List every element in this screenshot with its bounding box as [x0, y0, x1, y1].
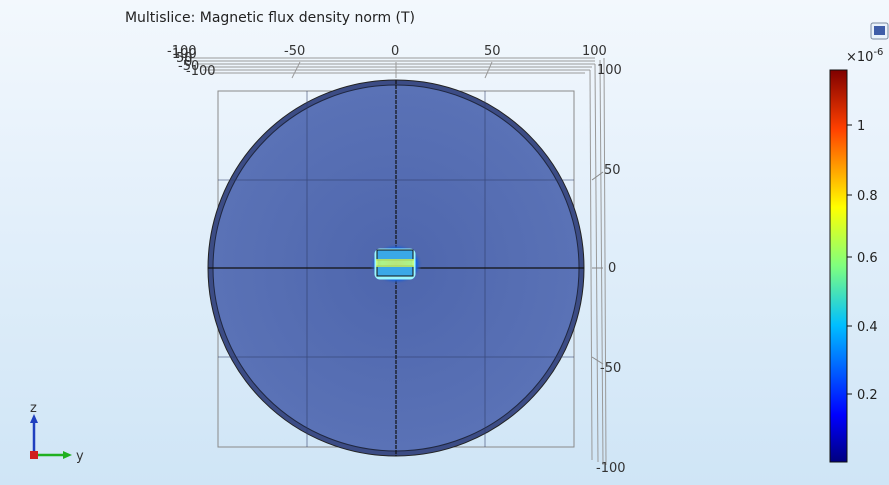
plot-title: Multislice: Magnetic flux density norm (…: [124, 10, 416, 26]
right-tick-label: -50: [600, 361, 621, 376]
window-icon[interactable]: [870, 22, 889, 40]
colorbar-label: 0.8: [857, 189, 878, 204]
colorbar-exponent-power: -6: [873, 47, 883, 58]
depth-tick-label: 100: [172, 47, 197, 62]
colorbar-exponent-base: ×10: [846, 50, 873, 65]
top-tick-label: 0: [391, 44, 399, 59]
top-tick-label: -50: [284, 44, 305, 59]
colorbar-gradient: [829, 69, 848, 463]
triad-z-label: z: [30, 401, 37, 416]
triad-y-label: y: [76, 449, 84, 464]
right-tick-label: 100: [597, 63, 622, 78]
top-tick-label: 100: [582, 44, 607, 59]
colorbar-label: 0.4: [857, 320, 878, 335]
top-tick-label: 50: [484, 44, 501, 59]
right-tick-label: -100: [596, 461, 626, 476]
colorbar-exponent: ×10-6: [846, 47, 883, 65]
depth-tick-label: -50: [178, 59, 199, 74]
colorbar-label: 0.6: [857, 251, 878, 266]
right-axis-ticks: [591, 171, 604, 365]
right-tick-label: 50: [604, 163, 621, 178]
colorbar-label: 0.2: [857, 388, 878, 403]
right-tick-label: 0: [608, 261, 616, 276]
top-tick-label: -100: [167, 44, 197, 59]
depth-tick-label: -100: [186, 64, 216, 79]
depth-tick-label: 50: [176, 51, 193, 66]
top-axis-frame: [190, 57, 607, 466]
colorbar-label: 1: [857, 119, 865, 134]
axis-triad: z y: [30, 401, 84, 464]
depth-tick-label: 0: [184, 55, 192, 70]
colorbar: ×10-6 1 0.8 0.6 0.4 0.2: [829, 47, 883, 463]
field-hotspot: [370, 244, 422, 284]
